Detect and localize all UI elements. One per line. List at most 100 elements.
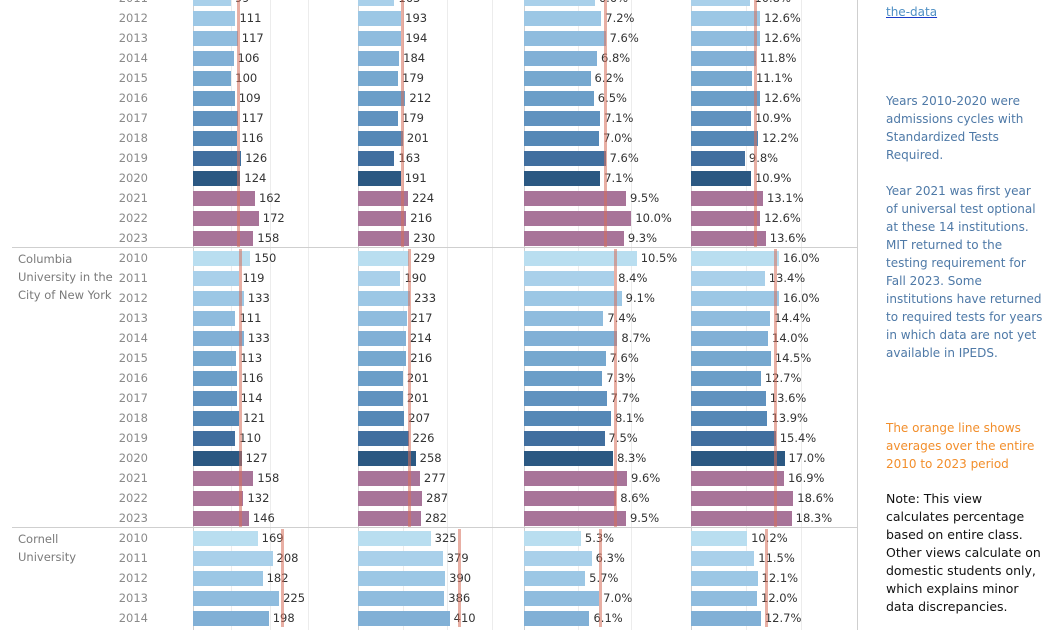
bar [358,50,400,66]
bar-value-label: 6.8% [600,51,631,65]
bar-value-label: 12.6% [764,31,801,45]
bar [524,350,606,366]
bar-value-label: 133 [247,331,270,345]
gridline [269,0,271,630]
bar-value-label: 169 [261,531,284,545]
data-link[interactable]: the-data [886,3,1046,21]
bar [524,390,607,406]
year-label: 2014 [118,331,148,345]
bar-value-label: 117 [241,31,264,45]
bar [691,490,794,506]
bar [358,390,403,406]
bar-value-label: 194 [405,31,428,45]
bar [691,110,751,126]
bar-value-label: 13.6% [769,231,807,245]
bar-value-label: 12.6% [764,91,801,105]
bar [193,550,273,566]
bar-value-label: 13.9% [771,411,808,425]
bar [358,490,423,506]
average-line [408,249,412,527]
bar [358,130,403,146]
bar-value-label: 233 [414,291,437,305]
year-label: 2020 [118,451,148,465]
bar-value-label: 116 [241,371,264,385]
bar [691,350,771,366]
data-link-text[interactable]: the-data [886,5,938,19]
bar-value-label: 158 [257,471,280,485]
bar [193,490,244,506]
bar-value-label: 10.5% [640,251,678,265]
bar [193,170,241,186]
bar [691,290,779,306]
bar [358,190,409,206]
bar [193,270,239,286]
bar [691,70,753,86]
bar [524,570,586,586]
year-label: 2011 [112,0,148,8]
bar [193,190,255,206]
bar [193,10,236,26]
year-label: 2013 [118,591,148,605]
bar [193,370,238,386]
bar [691,510,792,526]
bar-value-label: 12.7% [764,611,802,625]
bar-value-label: 208 [276,551,299,565]
bar [524,450,614,466]
bar [358,10,402,26]
note-years-required: Years 2010-2020 were admissions cycles w… [886,94,1024,162]
bar [193,290,244,306]
bar-value-label: 5.7% [589,571,619,585]
year-label: 2022 [118,211,148,225]
bar [691,150,745,166]
bar [691,230,766,246]
bar-value-label: 18.6% [797,491,834,505]
year-label: 2014 [118,51,148,65]
year-label: 2021 [118,471,148,485]
bar-value-label: 12.1% [761,571,799,585]
bar [524,50,597,66]
bar [691,470,784,486]
bar [691,550,755,566]
bar-value-label: 16.0% [783,251,820,265]
bar [358,250,410,266]
bar-value-label: 6.3% [595,551,625,565]
bar-value-label: 126 [245,151,268,165]
bar-value-label: 16.9% [787,471,825,485]
bar-value-label: 10.0% [635,211,672,225]
bar [358,550,443,566]
average-line [753,0,757,247]
bar-value-label: 146 [252,511,275,525]
bar-value-label: 7.3% [606,371,636,385]
bar [691,610,761,626]
year-label: 2018 [118,131,148,145]
bar-chart-grid: University2011991636.6%10.8%20121111937.… [12,0,858,630]
bar [691,210,761,226]
bar [193,390,237,406]
bar-value-label: 7.0% [603,591,633,605]
bar-value-label: 217 [410,311,433,325]
bar-value-label: 7.1% [604,171,634,185]
gridline [801,0,802,630]
bar-value-label: 10.9% [754,111,792,125]
bar [524,510,626,526]
bar [524,170,601,186]
bar [358,370,403,386]
gridline [631,0,633,630]
bar-value-label: 13.1% [767,191,804,205]
pane-right-border [857,0,858,630]
bar [691,570,758,586]
bar [193,350,237,366]
bar [193,70,232,86]
bar-value-label: 226 [412,431,435,445]
bar [358,210,407,226]
bar [524,490,617,506]
bar [691,170,751,186]
bar-value-label: 13.4% [768,271,806,285]
year-label: 2012 [118,291,148,305]
bar-value-label: 11.5% [758,551,795,565]
bar [691,270,765,286]
bar [358,270,401,286]
bar-value-label: 10.8% [754,0,791,8]
bar-value-label: 6.6% [599,0,628,8]
bar-value-label: 12.6% [764,11,801,25]
